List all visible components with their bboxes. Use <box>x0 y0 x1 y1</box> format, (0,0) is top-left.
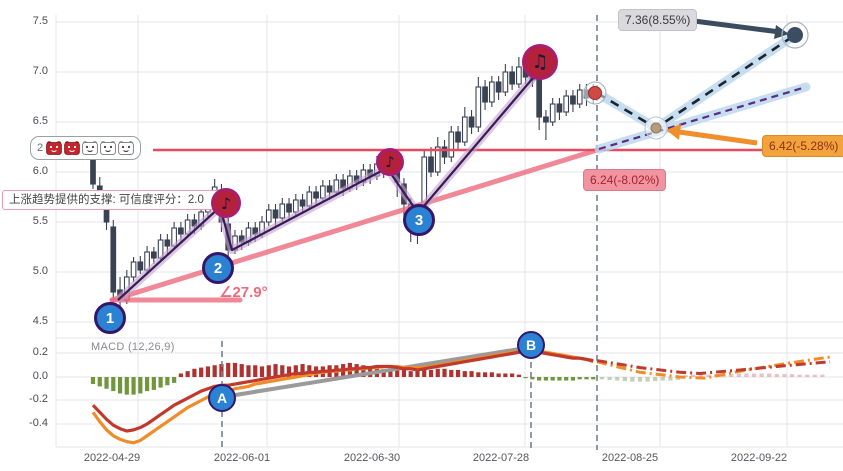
forecast-up-band <box>592 30 800 133</box>
wave-marker-2-label: 2 <box>213 259 223 277</box>
macd-tick: 0.0 <box>32 370 48 382</box>
date-tick: 2022-07-28 <box>472 452 530 464</box>
macd-histogram-forecast <box>599 373 825 382</box>
macd-dif-forecast <box>596 359 831 375</box>
price-tick: 6.5 <box>32 115 48 127</box>
target-dot[interactable] <box>787 27 803 43</box>
trend-angle-label: ∠27.9° <box>219 284 268 301</box>
target-arrow-shaft <box>693 18 777 34</box>
resistance-strength-badge[interactable]: 2 <box>30 136 142 160</box>
music-note-icon[interactable]: ♪ <box>376 148 404 176</box>
macd-dea-forecast <box>596 355 831 380</box>
price-tick: 5.0 <box>32 265 48 277</box>
price-tick: 7.0 <box>32 65 48 77</box>
wave-marker-1-label: 1 <box>105 309 115 327</box>
macd-marker-b[interactable]: B <box>517 331 545 359</box>
wave-marker-3[interactable]: 3 <box>403 204 435 236</box>
macd-tick: -0.4 <box>29 417 48 429</box>
target-up-label: 7.36(8.55%) <box>618 9 698 31</box>
price-tick: 4.5 <box>32 315 48 327</box>
bear-icon-row <box>46 141 134 155</box>
music-note-glyph: ♪ <box>385 153 395 171</box>
target-down-label: 6.24(-8.02%) <box>583 169 667 191</box>
macd-tick: -0.2 <box>29 393 48 405</box>
macd-marker-b-label: B <box>525 337 537 353</box>
macd-dif-line <box>91 349 594 433</box>
price-tick: 7.5 <box>32 15 48 27</box>
date-tick: 2022-06-01 <box>213 452 271 464</box>
date-tick: 2022-06-30 <box>343 452 401 464</box>
target-mid-label: 6.42(-5.28%) <box>762 135 843 157</box>
music-notes-icon[interactable]: ♫ <box>522 44 558 80</box>
macd-indicator-title: MACD (12,26,9) <box>91 341 175 353</box>
forecast-mid-line <box>598 85 807 151</box>
date-tick: 2022-04-29 <box>83 452 141 464</box>
music-note-icon[interactable]: ♪ <box>211 188 241 218</box>
wave-zigzag <box>117 77 534 301</box>
bear-outline-icon <box>100 141 116 155</box>
pullback-arrowhead <box>666 124 681 140</box>
bear-filled-icon <box>46 141 62 155</box>
bear-outline-icon <box>118 141 134 155</box>
bear-outline-icon <box>82 141 98 155</box>
last-price-dot[interactable] <box>588 86 602 100</box>
price-tick: 5.5 <box>32 215 48 227</box>
date-tick: 2022-08-25 <box>601 452 659 464</box>
price-tick: 6.0 <box>32 165 48 177</box>
wave-marker-2[interactable]: 2 <box>202 252 234 284</box>
target-halo <box>781 21 809 49</box>
date-tick: 2022-09-22 <box>730 452 788 464</box>
music-note-glyph: ♪ <box>220 193 232 213</box>
wave-marker-3-label: 3 <box>414 211 424 229</box>
macd-marker-a[interactable]: A <box>208 384 236 412</box>
macd-histogram <box>90 362 596 395</box>
resistance-count: 2 <box>37 142 44 154</box>
bear-filled-icon <box>64 141 80 155</box>
junction-dot[interactable] <box>650 122 662 134</box>
target-arrowhead <box>774 25 789 39</box>
wave-marker-1[interactable]: 1 <box>94 302 126 334</box>
music-notes-glyph: ♫ <box>531 51 549 73</box>
support-trendline[interactable] <box>109 147 600 303</box>
macd-ab-trendline <box>221 345 530 399</box>
macd-tick: 0.2 <box>32 346 48 358</box>
support-tooltip: 上涨趋势提供的支撑: 可信度评分：2.0 <box>2 190 219 210</box>
macd-marker-a-label: A <box>216 390 228 406</box>
pullback-arrow-shaft <box>678 129 758 146</box>
